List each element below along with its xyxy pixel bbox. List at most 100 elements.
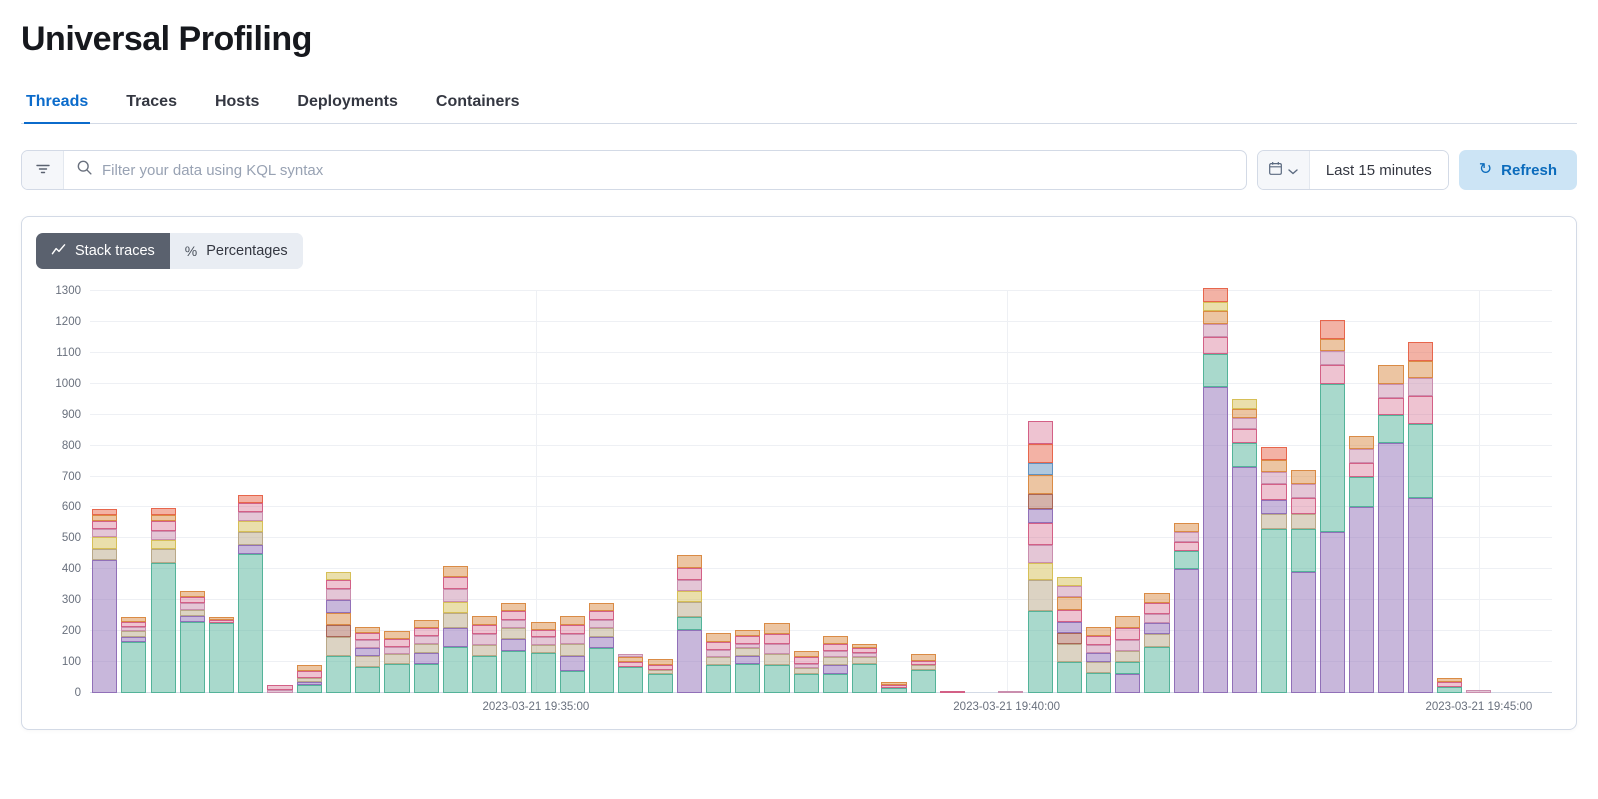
bar[interactable]: [324, 291, 353, 693]
bar[interactable]: [850, 291, 879, 693]
bar-segment: [1144, 614, 1170, 624]
bar[interactable]: [178, 291, 207, 693]
bar[interactable]: [265, 291, 294, 693]
h-gridline: [90, 413, 1552, 415]
bar[interactable]: [996, 291, 1025, 693]
bar-segment: [150, 530, 176, 540]
bar[interactable]: [441, 291, 470, 693]
bar[interactable]: [1376, 291, 1405, 693]
bar[interactable]: [879, 291, 908, 693]
bar-segment: [1407, 423, 1433, 499]
bar-segment: [1349, 462, 1375, 477]
bar-segment: [1202, 354, 1229, 387]
bar-segment: [793, 674, 819, 693]
bar-segment: [1349, 507, 1375, 693]
bar[interactable]: [1084, 291, 1113, 693]
bar-segment: [1319, 338, 1346, 352]
bar[interactable]: [1172, 291, 1201, 693]
tab-traces[interactable]: Traces: [124, 83, 179, 124]
bar[interactable]: [1142, 291, 1171, 693]
bar[interactable]: [148, 291, 177, 693]
bar-segment: [589, 648, 615, 693]
bar[interactable]: [821, 291, 850, 693]
bar[interactable]: [792, 291, 821, 693]
stack-traces-label: Stack traces: [75, 243, 155, 259]
bar-segment: [501, 611, 527, 621]
bar[interactable]: [762, 291, 791, 693]
bar[interactable]: [1259, 291, 1288, 693]
bar-segment: [501, 620, 527, 629]
bar[interactable]: [587, 291, 616, 693]
bar[interactable]: [909, 291, 938, 693]
bar[interactable]: [1113, 291, 1142, 693]
bar[interactable]: [1318, 291, 1347, 693]
bar[interactable]: [645, 291, 674, 693]
bar[interactable]: [704, 291, 733, 693]
stack-traces-toggle[interactable]: Stack traces: [36, 233, 170, 269]
bar-segment: [998, 691, 1024, 693]
percentages-toggle[interactable]: % Percentages: [169, 233, 303, 269]
bar[interactable]: [529, 291, 558, 693]
bar[interactable]: [499, 291, 528, 693]
bar[interactable]: [1026, 291, 1055, 693]
bar[interactable]: [938, 291, 967, 693]
bar[interactable]: [1522, 291, 1551, 693]
bar-segment: [1202, 323, 1229, 338]
bar-segment: [1378, 365, 1404, 384]
bar[interactable]: [1406, 291, 1435, 693]
bar[interactable]: [1493, 291, 1522, 693]
bar-segment: [413, 635, 439, 644]
bar[interactable]: [1464, 291, 1493, 693]
time-range-button[interactable]: Last 15 minutes: [1309, 151, 1448, 189]
v-gridline: [535, 291, 537, 693]
bar[interactable]: [236, 291, 265, 693]
filter-button[interactable]: [22, 151, 64, 189]
bar[interactable]: [675, 291, 704, 693]
bar[interactable]: [1230, 291, 1259, 693]
bar-segment: [1261, 447, 1287, 460]
bar-segment: [442, 646, 468, 693]
bar-segment: [472, 645, 498, 656]
bar[interactable]: [1289, 291, 1318, 693]
tab-threads[interactable]: Threads: [24, 83, 91, 124]
bar-segment: [1173, 541, 1199, 551]
bar-segment: [764, 634, 790, 644]
refresh-icon: ↻: [1478, 161, 1493, 178]
refresh-button[interactable]: ↻ Refresh: [1458, 150, 1577, 190]
bar[interactable]: [353, 291, 382, 693]
bar-segment: [1407, 377, 1433, 397]
bar[interactable]: [119, 291, 148, 693]
bar-segment: [1144, 592, 1170, 604]
bar[interactable]: [1435, 291, 1464, 693]
bar[interactable]: [90, 291, 119, 693]
tab-containers[interactable]: Containers: [434, 83, 522, 124]
bar[interactable]: [207, 291, 236, 693]
bar[interactable]: [558, 291, 587, 693]
bar[interactable]: [1347, 291, 1376, 693]
bar-segment: [647, 669, 673, 675]
calendar-button[interactable]: [1257, 151, 1310, 189]
bar-segment: [1027, 493, 1053, 510]
bar-segment: [676, 555, 702, 568]
bar[interactable]: [382, 291, 411, 693]
tab-hosts[interactable]: Hosts: [213, 83, 261, 124]
bar-segment: [1290, 529, 1316, 573]
bar-segment: [1319, 365, 1346, 384]
filter-icon: [35, 161, 51, 180]
bar[interactable]: [295, 291, 324, 693]
bar-segment: [910, 669, 936, 693]
bar-segment: [559, 643, 585, 656]
bar[interactable]: [470, 291, 499, 693]
search-input[interactable]: [102, 161, 1234, 179]
y-axis-label: 700: [61, 470, 81, 483]
bar-segment: [1466, 689, 1492, 693]
bar-segment: [1115, 674, 1141, 693]
bar[interactable]: [967, 291, 996, 693]
bar-segment: [1086, 635, 1112, 646]
tab-deployments[interactable]: Deployments: [295, 83, 399, 124]
bar[interactable]: [733, 291, 762, 693]
bar[interactable]: [616, 291, 645, 693]
bar[interactable]: [1201, 287, 1230, 693]
bar[interactable]: [412, 291, 441, 693]
bar[interactable]: [1055, 291, 1084, 693]
